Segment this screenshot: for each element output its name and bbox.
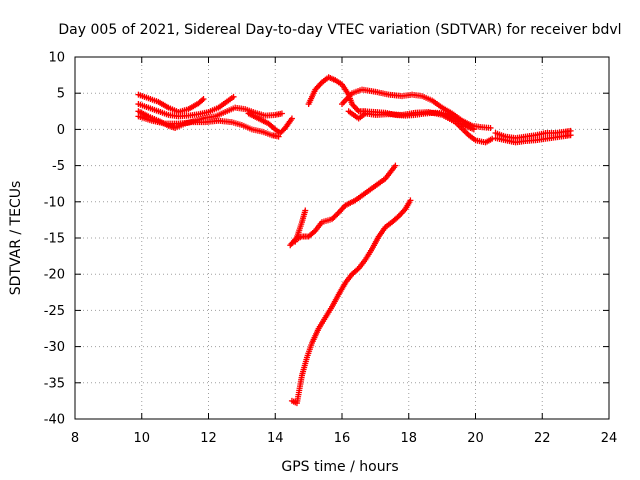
data-point [278, 110, 285, 117]
y-tick-label: 0 [57, 123, 65, 138]
data-point [302, 207, 309, 214]
series-arc-i [339, 86, 494, 131]
y-tick-label: -20 [44, 268, 65, 283]
series-arc-l [492, 132, 574, 146]
grid-lines [75, 57, 609, 419]
axes: 8 10 12 14 16 18 20 22 24 10 5 0 -5 -10 -15 -20 -25 -30 -3… [44, 51, 618, 447]
data-point [392, 162, 399, 169]
x-axis-label: GPS time / hours [281, 459, 398, 475]
y-tick-label: -40 [44, 413, 65, 428]
x-tick-label: 18 [400, 431, 417, 446]
data-point [567, 132, 574, 139]
data-point [288, 115, 295, 122]
data-point [230, 93, 237, 100]
series-arc-f-spur [292, 207, 309, 245]
data-point [334, 210, 341, 217]
chart-title: Day 005 of 2021, Sidereal Day-to-day VTE… [58, 22, 621, 38]
series-arc-d [135, 113, 282, 140]
data-series [135, 74, 574, 407]
x-tick-label: 22 [534, 431, 551, 446]
x-tick-label: 20 [467, 431, 484, 446]
x-tick-label: 24 [601, 431, 618, 446]
y-tick-label: -10 [44, 195, 65, 210]
series-arc-a [135, 91, 207, 116]
y-tick-label: 5 [57, 87, 65, 102]
data-point [354, 266, 361, 273]
data-point [310, 228, 317, 235]
x-tick-label: 12 [200, 431, 217, 446]
series-arc-b [135, 93, 237, 120]
y-tick-label: -35 [44, 376, 65, 391]
y-tick-label: -15 [44, 232, 65, 247]
y-tick-label: -25 [44, 304, 65, 319]
x-tick-label: 14 [267, 431, 284, 446]
x-tick-label: 8 [71, 431, 79, 446]
series-arc-g [288, 197, 414, 407]
series-arc-f [287, 162, 399, 249]
y-axis-label: SDTVAR / TECUs [8, 181, 24, 296]
data-point [407, 197, 414, 204]
data-point [199, 97, 206, 104]
y-tick-label: -5 [52, 159, 65, 174]
x-tick-label: 10 [133, 431, 150, 446]
y-tick-label: -30 [44, 340, 65, 355]
x-tick-label: 16 [334, 431, 351, 446]
series-arc-e [245, 110, 295, 137]
y-tick-label: 10 [48, 51, 65, 66]
series-arc-j [345, 108, 496, 146]
data-point [200, 95, 207, 102]
data-point [270, 125, 277, 132]
data-point [487, 124, 494, 131]
data-point [489, 135, 496, 142]
